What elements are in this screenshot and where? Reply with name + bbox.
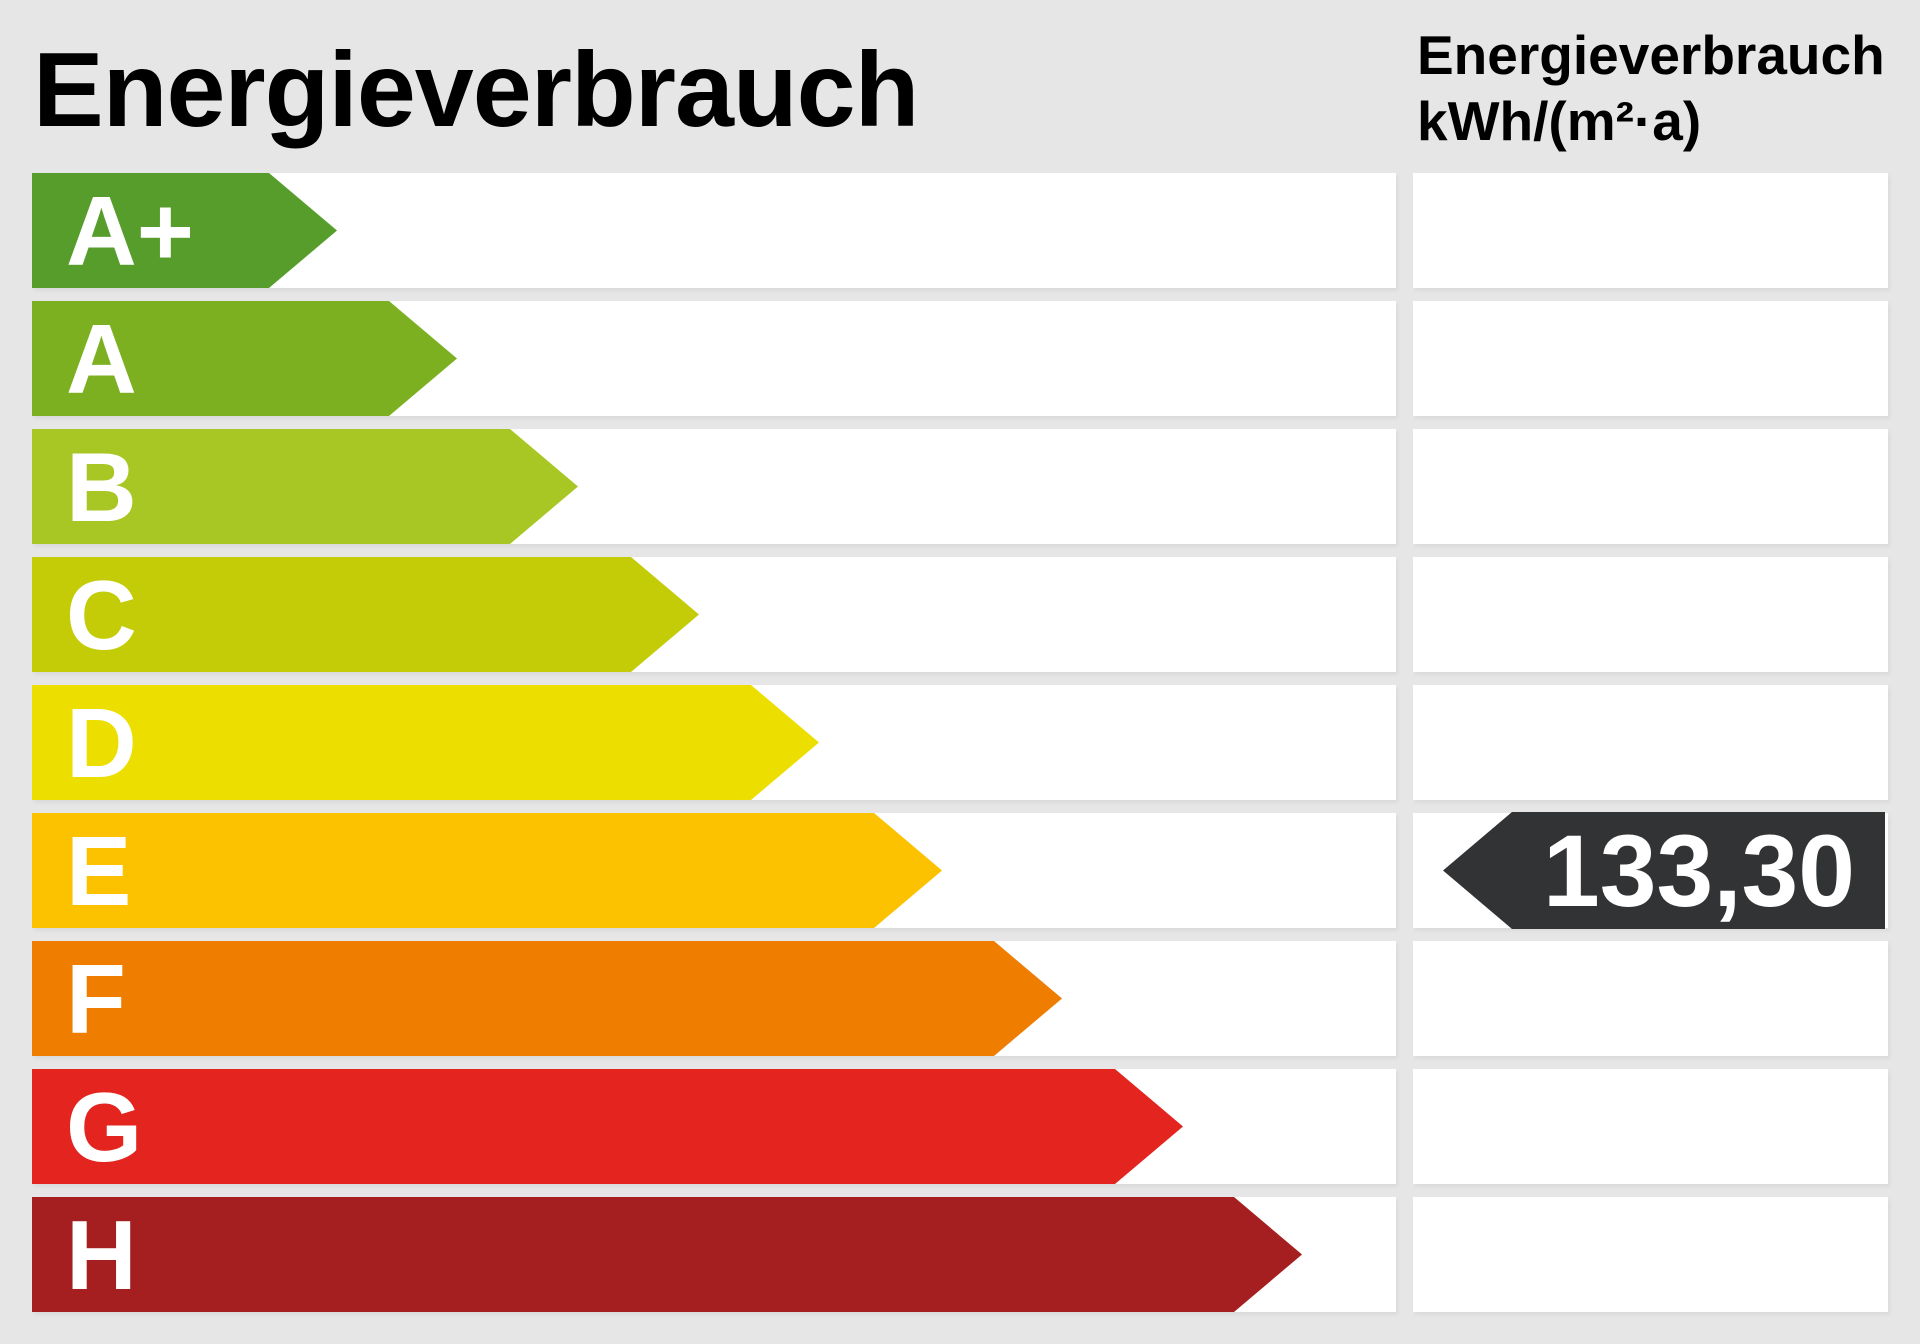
value-cell-aplus	[1413, 173, 1888, 288]
value-badge: 133,30	[1443, 812, 1885, 929]
page-title: Energieverbrauch	[33, 31, 919, 149]
value-text: 133,30	[1543, 813, 1855, 928]
unit-header-line1: Energieverbrauch	[1417, 24, 1885, 86]
band-arrow-f: F	[32, 941, 1062, 1056]
energy-scale: A+ A B C D E 133,30 F G H	[0, 173, 1920, 1312]
value-cell-c	[1413, 557, 1888, 672]
value-cell-g	[1413, 1069, 1888, 1184]
scale-row-aplus: A+	[0, 173, 1920, 288]
band-arrow-c: C	[32, 557, 699, 672]
band-arrow-e: E	[32, 813, 942, 928]
scale-row-h: H	[0, 1197, 1920, 1312]
band-label-g: G	[66, 1071, 143, 1182]
band-arrow-d: D	[32, 685, 819, 800]
band-arrow-g: G	[32, 1069, 1183, 1184]
scale-row-f: F	[0, 941, 1920, 1056]
band-arrow-b: B	[32, 429, 578, 544]
band-label-h: H	[66, 1199, 137, 1310]
value-cell-h	[1413, 1197, 1888, 1312]
band-arrow-h: H	[32, 1197, 1302, 1312]
scale-row-b: B	[0, 429, 1920, 544]
band-label-b: B	[66, 431, 137, 542]
band-arrow-a: A	[32, 301, 457, 416]
band-label-c: C	[66, 559, 137, 670]
scale-row-e: E 133,30	[0, 812, 1920, 929]
value-cell-e: 133,30	[1413, 812, 1888, 929]
unit-header-line2: kWh/(m²·a)	[1417, 90, 1702, 152]
value-cell-f	[1413, 941, 1888, 1056]
value-cell-b	[1413, 429, 1888, 544]
band-label-e: E	[66, 815, 132, 926]
scale-row-g: G	[0, 1069, 1920, 1184]
unit-header: Energieverbrauch kWh/(m²·a)	[1417, 22, 1885, 154]
band-label-a: A	[66, 303, 137, 414]
scale-row-a: A	[0, 301, 1920, 416]
scale-row-c: C	[0, 557, 1920, 672]
value-cell-d	[1413, 685, 1888, 800]
value-cell-a	[1413, 301, 1888, 416]
band-label-f: F	[66, 943, 126, 1054]
band-label-d: D	[66, 687, 137, 798]
scale-row-d: D	[0, 685, 1920, 800]
band-arrow-aplus: A+	[32, 173, 337, 288]
band-label-aplus: A+	[66, 175, 195, 286]
